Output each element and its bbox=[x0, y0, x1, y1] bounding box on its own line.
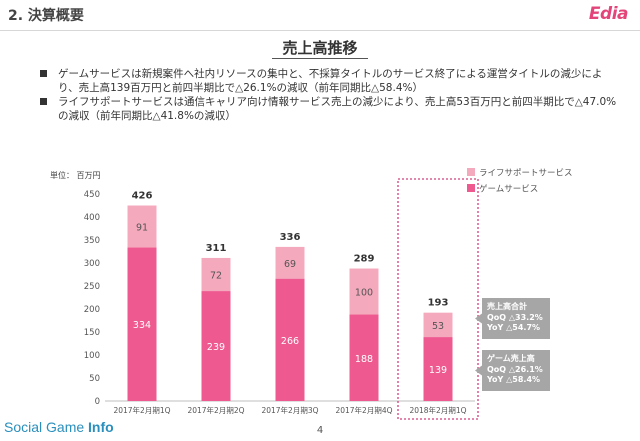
callout-pointer bbox=[475, 313, 482, 324]
y-tick-label: 450 bbox=[84, 190, 100, 200]
data-label-life-support: 100 bbox=[355, 288, 373, 299]
legend-swatch bbox=[467, 184, 475, 192]
bar-game-service bbox=[349, 314, 379, 401]
square-bullet-icon bbox=[40, 98, 47, 105]
data-label-life-support: 69 bbox=[284, 259, 296, 270]
header-divider bbox=[0, 30, 640, 31]
page-number: 4 bbox=[316, 425, 324, 436]
x-tick-label: 2017年2月期3Q bbox=[261, 405, 318, 415]
x-tick-label: 2017年2月期1Q bbox=[113, 405, 170, 415]
y-tick-label: 200 bbox=[84, 305, 100, 315]
edia-logo: Edia bbox=[588, 4, 629, 24]
bar-game-service bbox=[423, 337, 453, 401]
y-tick-label: 150 bbox=[84, 328, 100, 338]
y-tick-label: 250 bbox=[84, 282, 100, 292]
bar-life-support-service bbox=[201, 257, 231, 292]
bullet-text: ゲームサービスは新規案件へ社内リソースの集中と、不採算タイトルのサービス終了によ… bbox=[58, 68, 603, 94]
data-label-total: 193 bbox=[428, 298, 449, 309]
bar-life-support-service bbox=[423, 312, 453, 338]
bar-game-service bbox=[201, 291, 231, 401]
title-underline bbox=[272, 58, 368, 59]
callout-line: QoQ △33.2% bbox=[487, 313, 543, 322]
data-label-game: 139 bbox=[429, 365, 447, 376]
unit-label: 単位： 百万円 bbox=[50, 170, 101, 180]
callout-line: YoY △54.7% bbox=[486, 323, 540, 332]
callout-title: 売上高合計 bbox=[487, 301, 527, 311]
legend-label: ゲームサービス bbox=[479, 184, 538, 195]
y-tick-label: 100 bbox=[84, 351, 100, 361]
data-label-total: 336 bbox=[280, 232, 301, 243]
data-label-life-support: 53 bbox=[432, 321, 444, 332]
data-label-game: 266 bbox=[281, 336, 299, 347]
highlight-frame bbox=[397, 178, 479, 420]
callout-line: QoQ △26.1% bbox=[487, 365, 543, 374]
callout-line: YoY △58.4% bbox=[486, 375, 540, 384]
brand-light: Social Game bbox=[4, 419, 89, 435]
data-label-game: 334 bbox=[133, 320, 151, 331]
square-bullet-icon bbox=[40, 70, 47, 77]
bar-game-service bbox=[127, 247, 157, 401]
callout-pointer bbox=[475, 365, 482, 376]
data-label-game: 188 bbox=[355, 354, 373, 365]
bar-life-support-service bbox=[349, 268, 379, 315]
bar-life-support-service bbox=[127, 205, 157, 248]
legend-swatch bbox=[467, 168, 475, 176]
slide-header: 2. 決算概要 Edia bbox=[0, 0, 640, 32]
y-tick-label: 350 bbox=[84, 236, 100, 246]
data-label-game: 239 bbox=[207, 342, 225, 353]
bullet-item-game: ゲームサービスは新規案件へ社内リソースの集中と、不採算タイトルのサービス終了によ… bbox=[40, 67, 620, 95]
data-label-life-support: 72 bbox=[210, 271, 222, 282]
x-tick-label: 2017年2月期2Q bbox=[187, 405, 244, 415]
bar-game-service bbox=[275, 278, 305, 401]
callout-box bbox=[482, 298, 550, 339]
section-title: 2. 決算概要 bbox=[8, 8, 84, 24]
bullet-item-lifesupport: ライフサポートサービスは通信キャリア向け情報サービス売上の減少により、売上高53… bbox=[40, 95, 620, 123]
y-tick-label: 0 bbox=[95, 397, 100, 407]
y-tick-label: 300 bbox=[84, 259, 100, 269]
callout-box bbox=[482, 350, 550, 391]
brand-bold: Info bbox=[88, 419, 114, 435]
data-label-total: 289 bbox=[354, 254, 375, 265]
callout-title: ゲーム売上高 bbox=[487, 353, 535, 363]
data-label-total: 311 bbox=[206, 243, 227, 254]
bullet-text: ライフサポートサービスは通信キャリア向け情報サービス売上の減少により、売上高53… bbox=[58, 96, 617, 122]
x-tick-label: 2017年2月期4Q bbox=[335, 405, 392, 415]
bar-life-support-service bbox=[275, 246, 305, 279]
data-label-total: 426 bbox=[132, 191, 153, 202]
footer-brand: Social Game Info bbox=[4, 419, 114, 435]
y-tick-label: 50 bbox=[89, 374, 100, 384]
y-tick-label: 400 bbox=[84, 213, 100, 223]
x-tick-label: 2018年2月期1Q bbox=[409, 405, 466, 415]
legend-label: ライフサポートサービス bbox=[479, 169, 573, 179]
slide-title: 売上高推移 bbox=[282, 39, 358, 57]
bullet-list: ゲームサービスは新規案件へ社内リソースの集中と、不採算タイトルのサービス終了によ… bbox=[40, 67, 620, 123]
data-label-life-support: 91 bbox=[136, 222, 148, 233]
